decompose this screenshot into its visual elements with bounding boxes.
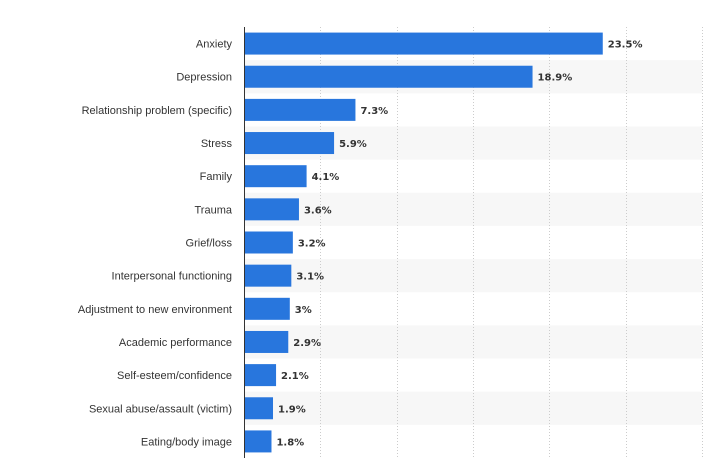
value-label: 7.3% bbox=[360, 106, 388, 117]
bar bbox=[245, 330, 289, 353]
bar bbox=[245, 264, 292, 287]
category-label: Relationship problem (specific) bbox=[82, 105, 232, 117]
category-label: Anxiety bbox=[196, 39, 233, 51]
value-label: 2.9% bbox=[293, 338, 321, 349]
value-label: 1.8% bbox=[276, 437, 304, 448]
category-label: Grief/loss bbox=[186, 238, 233, 250]
bar bbox=[245, 397, 274, 420]
value-labels: 23.5% 18.9% 7.3% 5.9% 4.1% 3.6% 3.2% 3.1% 3% 2.9%… bbox=[276, 40, 642, 449]
category-label: Eating/body image bbox=[141, 436, 232, 448]
bar bbox=[245, 297, 290, 320]
value-label: 3.6% bbox=[304, 205, 332, 216]
value-label: 23.5% bbox=[608, 40, 643, 51]
category-label: Self-esteem/confidence bbox=[117, 370, 232, 382]
category-label: Stress bbox=[201, 138, 233, 150]
value-label: 4.1% bbox=[312, 172, 340, 183]
bar bbox=[245, 65, 533, 88]
value-label: 5.9% bbox=[339, 139, 367, 150]
bar bbox=[245, 430, 272, 453]
value-label: 3.1% bbox=[296, 272, 324, 283]
category-label: Trauma bbox=[195, 204, 233, 216]
category-label: Sexual abuse/assault (victim) bbox=[89, 403, 232, 415]
value-label: 3.2% bbox=[298, 239, 326, 250]
value-label: 18.9% bbox=[538, 73, 573, 84]
category-labels: Anxiety Depression Relationship problem (s… bbox=[78, 39, 233, 449]
category-label: Interpersonal functioning bbox=[112, 271, 232, 283]
category-label: Adjustment to new environment bbox=[78, 304, 232, 316]
category-label: Academic performance bbox=[119, 337, 232, 349]
category-label: Family bbox=[200, 171, 233, 183]
bar bbox=[245, 32, 603, 55]
value-label: 1.9% bbox=[278, 404, 306, 415]
bar bbox=[245, 98, 356, 121]
category-label: Depression bbox=[176, 72, 232, 84]
bars bbox=[245, 32, 603, 453]
bar bbox=[245, 165, 307, 188]
value-label: 3% bbox=[295, 305, 312, 316]
value-label: 2.1% bbox=[281, 371, 309, 382]
bar bbox=[245, 364, 277, 387]
bar bbox=[245, 231, 293, 254]
bar bbox=[245, 132, 335, 155]
bar bbox=[245, 198, 299, 221]
